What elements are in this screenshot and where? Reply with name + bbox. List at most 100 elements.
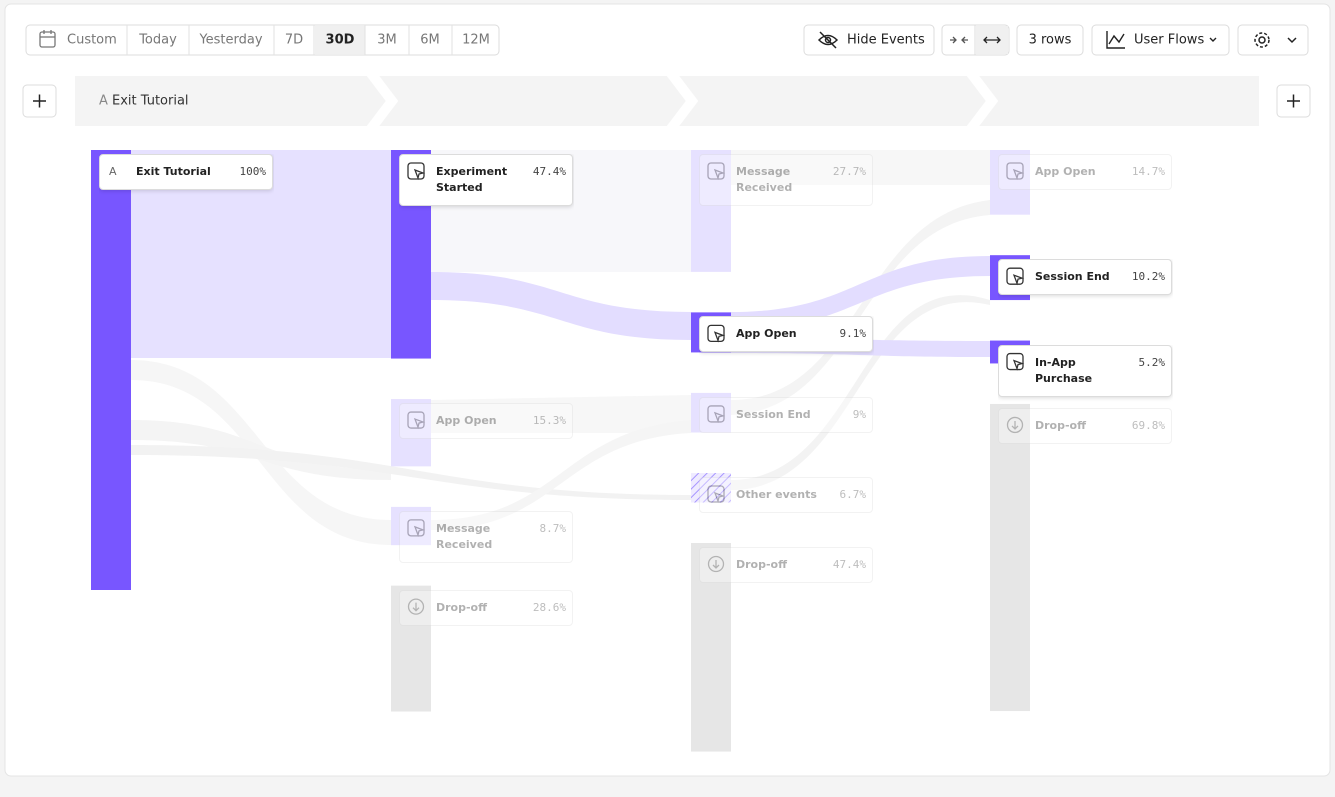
node-label: Message Received bbox=[436, 521, 493, 551]
chart-icon bbox=[1106, 31, 1217, 49]
rows-label: 3 rows bbox=[1029, 33, 1072, 48]
flow-node-label: Drop-off 28.6% bbox=[399, 589, 573, 626]
flow-node-label: Session End 10.2% bbox=[998, 259, 1172, 296]
node-label: App Open bbox=[436, 414, 497, 428]
node-label: Drop-off bbox=[436, 600, 488, 614]
flow-node-label: Message Received 8.7% bbox=[399, 510, 573, 563]
flow-node-bar[interactable] bbox=[990, 150, 1030, 215]
flow-node-bar[interactable] bbox=[391, 506, 431, 546]
collapse-icon[interactable] bbox=[950, 36, 968, 44]
label-box: Drop-off 69.8% bbox=[998, 407, 1172, 444]
flow-node-label: App Open 15.3% bbox=[399, 403, 573, 440]
flow-node-bar[interactable] bbox=[990, 403, 1030, 712]
node-label: Other events bbox=[736, 488, 817, 502]
node-card: Session End 10.2% bbox=[998, 259, 1172, 296]
date-range-option[interactable]: 12M bbox=[462, 33, 490, 48]
node-card: App Open 14.7% bbox=[998, 154, 1172, 190]
rows-button[interactable] bbox=[1016, 24, 1084, 56]
icon-cursor bbox=[713, 331, 726, 343]
node-label: App Open bbox=[1035, 165, 1096, 178]
label-box: Other events 6.7% bbox=[699, 477, 873, 514]
icon-frame bbox=[407, 519, 425, 537]
flow-node-label: In-App Purchase 5.2% bbox=[998, 344, 1172, 397]
node-percent: 9% bbox=[852, 407, 866, 421]
node-percent: 14.7% bbox=[1131, 165, 1165, 178]
flow-node-bar[interactable] bbox=[91, 150, 131, 590]
date-range-option[interactable]: 30D bbox=[326, 33, 355, 48]
event-icon bbox=[407, 411, 426, 430]
label-box: Drop-off 28.6% bbox=[399, 589, 573, 626]
flow-node-label: Experiment Started 47.4% bbox=[399, 154, 573, 206]
node-label: Session End bbox=[736, 407, 811, 421]
date-range-option[interactable]: Yesterday bbox=[198, 33, 262, 48]
node-card: Drop-off 47.4% bbox=[699, 547, 873, 583]
icon-cursor bbox=[1012, 168, 1025, 181]
node-label: Message Received bbox=[736, 165, 793, 194]
event-icon bbox=[1006, 162, 1025, 181]
icon-frame bbox=[407, 162, 425, 180]
flow-node-bar[interactable] bbox=[691, 543, 731, 752]
icon-frame bbox=[1006, 352, 1024, 371]
node-card: App Open 9.1% bbox=[699, 316, 873, 353]
flow-node-label: Drop-off 47.4% bbox=[699, 547, 873, 583]
date-range-option[interactable]: 6M bbox=[420, 33, 440, 48]
step-chevrons bbox=[366, 68, 999, 134]
dropoff-icon bbox=[407, 598, 425, 615]
node-percent: 10.2% bbox=[1131, 270, 1165, 284]
label-box: Message Received 8.7% bbox=[399, 510, 573, 563]
event-icon bbox=[707, 324, 726, 343]
icon-frame bbox=[707, 485, 725, 503]
dropoff-icon bbox=[707, 555, 725, 573]
node-percent: 69.8% bbox=[1131, 418, 1165, 432]
flow-node-bar[interactable] bbox=[691, 392, 731, 433]
flow-node-label: Drop-off 69.8% bbox=[998, 407, 1172, 444]
icon-cursor bbox=[1012, 274, 1025, 286]
expand-icon[interactable] bbox=[983, 36, 1001, 44]
flow-node-bar[interactable] bbox=[391, 585, 431, 712]
event-icon bbox=[407, 162, 426, 181]
node-label: Drop-off bbox=[736, 558, 788, 571]
gear-icon bbox=[1254, 32, 1297, 48]
step-bar bbox=[75, 76, 1259, 126]
dividers bbox=[126, 25, 453, 55]
node-label: Exit Tutorial bbox=[136, 165, 211, 178]
icon-arrow bbox=[712, 560, 720, 569]
icon-cursor bbox=[1012, 359, 1025, 371]
settings-button[interactable] bbox=[1237, 24, 1309, 56]
icon-arrow bbox=[412, 602, 420, 612]
node-card: Other events 6.7% bbox=[699, 477, 873, 514]
node-percent: 5.2% bbox=[1138, 355, 1166, 369]
label-box: Drop-off 47.4% bbox=[699, 547, 873, 583]
label-box: A Exit Tutorial 100% bbox=[99, 154, 273, 190]
flow-node-bar[interactable] bbox=[391, 399, 431, 467]
node-percent: 8.7% bbox=[539, 521, 567, 535]
flow-node-label: App Open 14.7% bbox=[998, 154, 1172, 190]
flow-node-label: App Open 9.1% bbox=[699, 316, 873, 353]
node-card: In-App Purchase 5.2% bbox=[998, 344, 1172, 397]
event-icon bbox=[707, 485, 726, 504]
date-range-option[interactable]: 3M bbox=[377, 33, 397, 48]
flow-node-bar[interactable] bbox=[691, 150, 731, 272]
flow-node-bar[interactable] bbox=[691, 473, 731, 503]
view-button[interactable] bbox=[1091, 24, 1230, 56]
flow-links bbox=[131, 150, 990, 545]
date-range-option[interactable]: 7D bbox=[285, 33, 303, 48]
date-range-option[interactable]: Today bbox=[138, 33, 177, 48]
label-box: In-App Purchase 5.2% bbox=[998, 344, 1172, 397]
node-percent: 28.6% bbox=[532, 600, 566, 614]
icon-cursor bbox=[413, 168, 426, 181]
node-percent: 47.4% bbox=[532, 165, 566, 178]
label-box: Message Received 27.7% bbox=[699, 154, 873, 206]
date-range-option[interactable]: Custom bbox=[67, 33, 117, 48]
node-label: Experiment Started bbox=[436, 165, 508, 194]
node-card: Drop-off 69.8% bbox=[998, 407, 1172, 444]
view-label: User Flows bbox=[1134, 33, 1204, 48]
node-percent: 47.4% bbox=[832, 558, 866, 571]
icon-frame bbox=[1006, 162, 1024, 180]
icon-frame bbox=[407, 411, 425, 429]
step-label[interactable]: Exit Tutorial bbox=[112, 94, 189, 109]
plus-icon bbox=[33, 94, 46, 108]
flow-node-label: Other events 6.7% bbox=[699, 477, 873, 514]
node-label: Drop-off bbox=[1035, 418, 1087, 432]
node-card: Message Received 8.7% bbox=[399, 510, 573, 563]
